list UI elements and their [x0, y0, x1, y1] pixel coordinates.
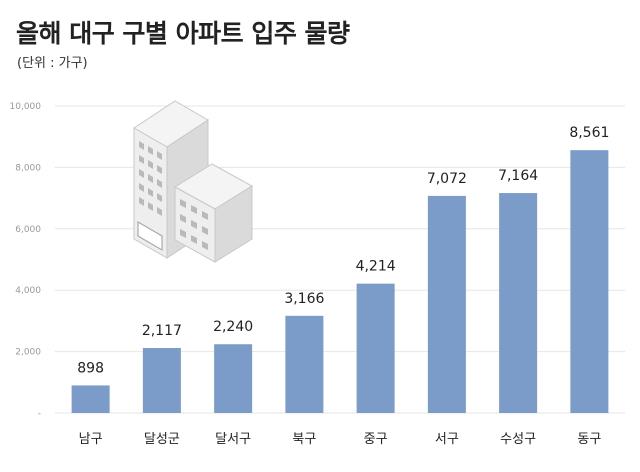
y-tick-label: 4,000 — [15, 286, 41, 296]
y-tick-label: 8,000 — [15, 163, 41, 173]
bar — [71, 385, 110, 413]
data-label: 2,240 — [213, 319, 253, 335]
x-tick-label: 북구 — [292, 432, 316, 447]
x-tick-label: 남구 — [79, 432, 103, 447]
bar — [356, 283, 395, 413]
category-labels: 남구 달성군 달서구 북구 중구 서구 수성구 동구 — [79, 432, 602, 447]
unit-label: (단위 : 가구) — [17, 56, 88, 71]
bar — [285, 315, 324, 413]
bar — [214, 344, 253, 413]
y-tick-label: 6,000 — [15, 225, 41, 235]
data-label: 3,166 — [284, 291, 324, 307]
data-label: 7,072 — [427, 171, 467, 187]
y-tick-label: 2,000 — [15, 348, 41, 358]
bar — [570, 150, 609, 413]
data-label: 7,164 — [498, 168, 538, 184]
x-tick-label: 달성군 — [144, 432, 180, 447]
bar — [142, 348, 181, 413]
data-label: 2,117 — [142, 323, 182, 339]
bar — [427, 195, 466, 413]
x-tick-label: 수성구 — [500, 432, 536, 447]
data-label: 4,214 — [356, 259, 396, 275]
y-tick-label: - — [38, 409, 41, 419]
bars — [71, 150, 609, 413]
y-tick-label: 10,000 — [10, 102, 42, 112]
x-tick-label: 동구 — [577, 432, 601, 447]
chart-title: 올해 대구 구별 아파트 입주 물량 — [16, 19, 350, 48]
data-label: 898 — [77, 360, 104, 376]
x-tick-label: 서구 — [435, 432, 459, 447]
data-label: 8,561 — [569, 125, 609, 141]
apartment-buildings-icon — [133, 100, 253, 263]
bar — [499, 193, 538, 413]
x-tick-label: 중구 — [364, 432, 388, 447]
value-labels: 898 2,117 2,240 3,166 4,214 7,072 7,164 8,561 — [77, 125, 609, 376]
x-tick-label: 달서구 — [215, 432, 251, 447]
